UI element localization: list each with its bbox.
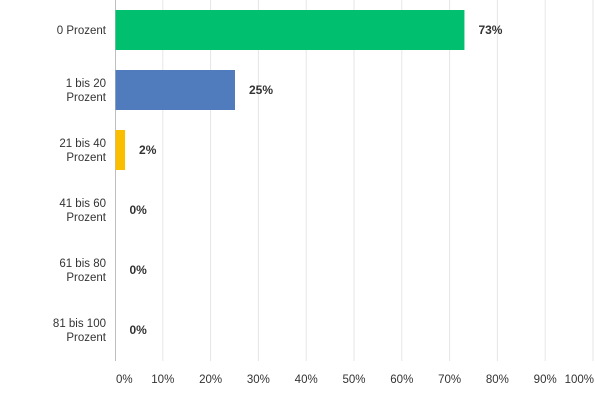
x-tick-label: 20% [199,374,222,386]
category-label: 61 bis 80 Prozent [59,258,106,284]
category-label: 0 Prozent [57,25,107,37]
data-label: 0% [130,263,148,277]
data-label: 73% [478,23,502,37]
data-label: 25% [249,83,273,97]
labels: 0% 10% 20% 30% 40% 50% 60% 70% 80% 90% 100% 0 Proze… [53,23,594,386]
category-label: 21 bis 40 Prozent [59,138,106,164]
x-tick-label: 40% [295,374,318,386]
bar [115,130,126,170]
x-tick-label: 0% [116,374,133,386]
category-label: 41 bis 60 Prozent [59,198,106,224]
category-label: 1 bis 20 Prozent [66,78,107,104]
x-tick-label: 60% [390,374,413,386]
x-tick-label: 80% [486,374,509,386]
bar [115,10,465,50]
data-label: 0% [130,323,148,337]
x-tick-label: 10% [151,374,174,386]
gridlines [162,0,594,361]
data-label: 2% [139,143,157,157]
bar [115,70,235,110]
category-label: 81 bis 100 Prozent [53,318,107,344]
x-tick-label: 50% [342,374,365,386]
x-tick-label: 100% [565,374,594,386]
x-tick-label: 30% [247,374,270,386]
x-tick-label: 90% [534,374,557,386]
data-label: 0% [130,203,148,217]
x-tick-label: 70% [438,374,461,386]
bars [115,10,465,170]
